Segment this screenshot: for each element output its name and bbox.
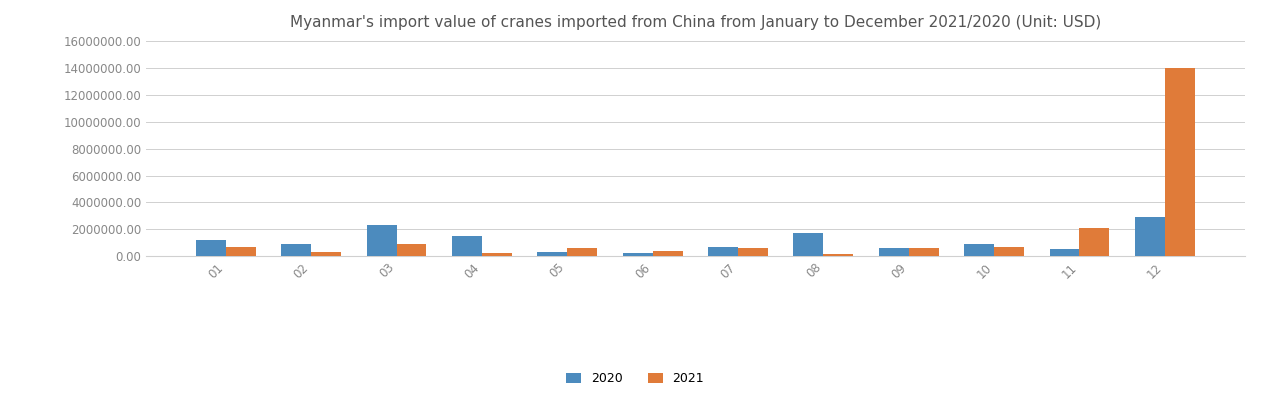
Bar [823, 254, 853, 256]
Bar [879, 248, 909, 256]
Bar [282, 244, 311, 256]
Bar [909, 248, 939, 256]
Bar [226, 247, 255, 256]
Bar [1049, 249, 1080, 256]
Bar [1080, 228, 1109, 256]
Bar [367, 225, 396, 256]
Bar [653, 252, 682, 256]
Bar [709, 247, 738, 256]
Bar [396, 244, 427, 256]
Bar [537, 252, 568, 256]
Title: Myanmar's import value of cranes imported from China from January to December 20: Myanmar's import value of cranes importe… [290, 15, 1101, 31]
Bar [452, 236, 481, 256]
Bar [622, 253, 653, 256]
Bar [481, 253, 512, 256]
Bar [738, 248, 768, 256]
Bar [311, 252, 342, 256]
Bar [994, 247, 1024, 256]
Bar [196, 240, 226, 256]
Legend: 2020, 2021: 2020, 2021 [561, 367, 709, 390]
Bar [568, 248, 597, 256]
Bar [1165, 68, 1195, 256]
Bar [794, 233, 823, 256]
Bar [964, 244, 994, 256]
Bar [1135, 217, 1165, 256]
